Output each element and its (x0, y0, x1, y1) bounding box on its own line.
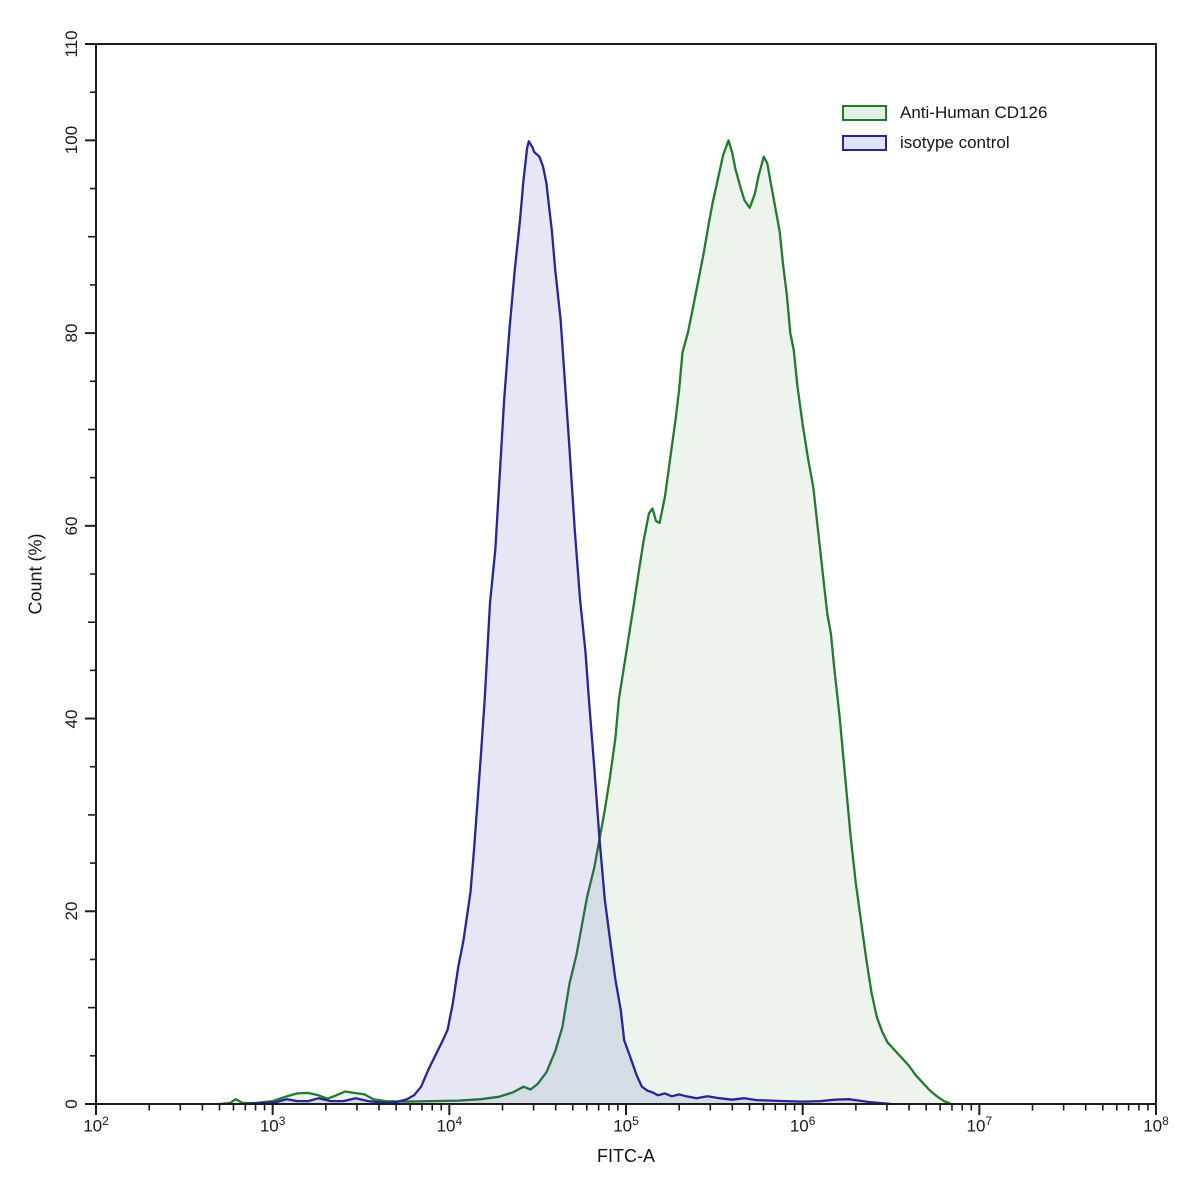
y-tick-label-20: 20 (62, 901, 81, 921)
x-tick-label-1e7: 107 (966, 1114, 993, 1136)
legend-label-cd126: Anti-Human CD126 (900, 103, 1048, 122)
x-tick-label-1e3: 103 (259, 1114, 286, 1136)
legend: Anti-Human CD126 isotype control (842, 103, 1047, 163)
x-axis-title: FITC-A (597, 1146, 655, 1166)
legend-entry-anti-human-cd126: Anti-Human CD126 (842, 103, 1047, 123)
y-tick-label-0: 0 (62, 1099, 81, 1109)
isotype-swatch-icon (842, 135, 887, 151)
x-tick-label-1e8: 108 (1143, 1114, 1169, 1136)
cd126-swatch-icon (842, 105, 887, 121)
y-tick-label-80: 80 (62, 323, 81, 343)
anti-human-cd126-area (219, 140, 952, 1104)
x-tick-label-1e6: 106 (789, 1114, 816, 1136)
y-tick-label-100: 100 (62, 126, 81, 155)
x-tick-label-1e4: 104 (436, 1114, 463, 1136)
x-tick-label-1e2: 102 (83, 1114, 109, 1136)
y-tick-label-110: 110 (62, 30, 81, 58)
y-axis-title: Count (%) (25, 533, 46, 615)
plot-frame (95, 43, 1157, 1105)
y-tick-label-40: 40 (62, 709, 81, 728)
x-tick-label-1e5: 105 (613, 1114, 639, 1136)
isotype-control-curve (245, 140, 893, 1106)
y-tick-label-60: 60 (62, 516, 81, 536)
x-axis-ticks (95, 1105, 1157, 1115)
legend-label-isotype: isotype control (900, 133, 1010, 152)
y-axis-ticks (85, 43, 95, 1105)
anti-human-cd126-curve (218, 139, 953, 1106)
legend-entry-isotype-control: isotype control (842, 133, 1047, 153)
isotype-control-area (246, 141, 891, 1105)
